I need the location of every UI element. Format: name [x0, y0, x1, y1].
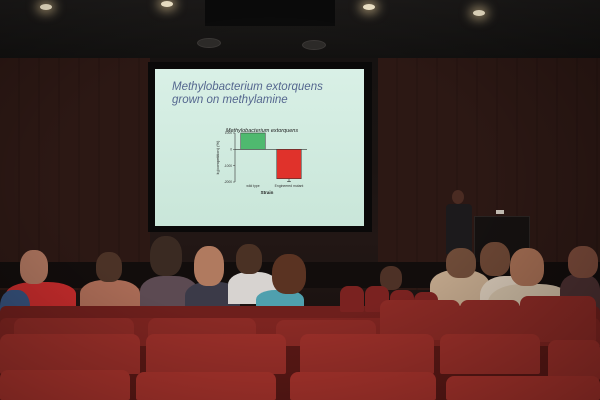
audience-member-head — [380, 266, 402, 290]
audience-member-head — [96, 252, 122, 282]
chart-title: Methylobacterium extorquens — [226, 128, 298, 134]
x-tick-label: wild type — [246, 184, 259, 188]
slide-title: Methylobacterium extorquens grown on met… — [172, 81, 323, 106]
audience-member-head — [20, 250, 48, 284]
ceiling-light — [473, 10, 485, 16]
audience-member-head — [480, 242, 510, 276]
bar-chart: Methylobacterium extorquens k₁(competiti… — [215, 128, 307, 195]
ceiling-light — [161, 1, 173, 7]
audience-member-head — [236, 244, 262, 274]
seat — [136, 372, 276, 400]
seat — [548, 340, 600, 380]
seat — [0, 370, 130, 400]
bar-1 — [240, 132, 266, 150]
seat — [146, 334, 286, 374]
podium-lamp — [496, 210, 504, 214]
audience-member-head — [510, 248, 544, 286]
seat — [300, 334, 434, 374]
presenter-head — [452, 190, 464, 204]
audience-member-head — [194, 246, 224, 286]
seat — [440, 334, 540, 374]
y-tick-label: -2000 — [224, 180, 232, 184]
ceiling-light — [40, 4, 52, 10]
y-tick-label: 0 — [230, 148, 232, 152]
ceiling-vent — [197, 38, 221, 48]
y-axis-label: k₁(competition) (%) — [215, 140, 220, 174]
y-tick-label: 1000 — [225, 131, 232, 135]
audience-member-head — [568, 246, 598, 278]
seat — [446, 376, 600, 400]
bar-2 — [276, 149, 302, 179]
ceiling — [0, 0, 600, 58]
y-tick-label: -1000 — [224, 164, 232, 168]
audience-member-head — [150, 236, 182, 276]
presenter — [446, 204, 472, 254]
x-tick-label: Engineered mutant — [275, 184, 304, 188]
ceiling-light — [363, 4, 375, 10]
seat — [380, 300, 460, 340]
seat — [290, 372, 436, 400]
presentation-slide: Methylobacterium extorquens grown on met… — [155, 69, 364, 226]
audience-member-head — [272, 254, 306, 294]
ceiling-vent — [302, 40, 326, 50]
ceiling-panel — [205, 0, 335, 26]
seat — [0, 334, 140, 374]
seat — [340, 286, 364, 312]
audience-member-head — [446, 248, 476, 278]
x-axis-label: Strain — [261, 190, 274, 195]
